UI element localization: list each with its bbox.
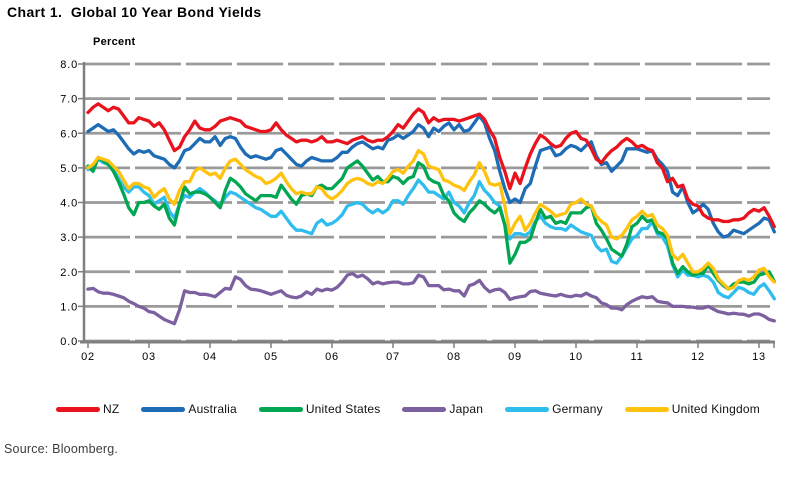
y-axis-unit-label: Percent bbox=[93, 36, 136, 48]
tick-label: 02 bbox=[81, 351, 95, 363]
tick-label: 06 bbox=[325, 351, 339, 363]
series-line-germany bbox=[86, 157, 776, 301]
legend-item-nz: NZ bbox=[56, 402, 119, 416]
tick-label: 0.0 bbox=[60, 336, 78, 348]
legend-swatch bbox=[141, 406, 186, 412]
tick-label: 1.0 bbox=[60, 301, 78, 313]
legend-label: Australia bbox=[188, 402, 237, 416]
tick-label: 6.0 bbox=[60, 128, 78, 140]
tick-label: 08 bbox=[447, 351, 461, 363]
legend-label: United Kingdom bbox=[671, 402, 760, 416]
legend-item-united-states: United States bbox=[258, 402, 381, 416]
tick-label: 3.0 bbox=[60, 232, 78, 244]
series-line-australia bbox=[86, 114, 776, 239]
tick-label: 13 bbox=[752, 351, 766, 363]
tick-label: 05 bbox=[264, 351, 278, 363]
legend-item-united-kingdom: United Kingdom bbox=[624, 402, 760, 416]
chart-legend: NZ Australia United States Japan Germany Unit… bbox=[56, 400, 760, 418]
legend-swatch bbox=[56, 406, 100, 412]
tick-label: 03 bbox=[142, 351, 156, 363]
legend-item-japan: Japan bbox=[402, 402, 483, 416]
tick-label: 7.0 bbox=[60, 94, 78, 106]
series-line-nz bbox=[86, 102, 776, 229]
source-note: Source: Bloomberg. bbox=[4, 442, 119, 456]
legend-label: Germany bbox=[552, 402, 603, 416]
legend-item-germany: Germany bbox=[505, 402, 603, 416]
tick-label: 09 bbox=[508, 351, 522, 363]
legend-swatch bbox=[505, 406, 550, 412]
tick-label: 4.0 bbox=[60, 198, 78, 210]
tick-label: 12 bbox=[691, 351, 705, 363]
tick-label: 07 bbox=[386, 351, 400, 363]
legend-swatch bbox=[624, 406, 669, 412]
series-line-united-kingdom bbox=[86, 148, 776, 291]
series-line-japan bbox=[86, 271, 776, 326]
legend-label: Japan bbox=[449, 402, 484, 416]
legend-label: NZ bbox=[103, 402, 120, 416]
tick-label: 04 bbox=[203, 351, 217, 363]
legend-swatch bbox=[402, 406, 447, 412]
tick-label: 10 bbox=[569, 351, 583, 363]
tick-label: 2.0 bbox=[60, 267, 78, 279]
tick-label: 11 bbox=[630, 351, 643, 363]
legend-label: United States bbox=[305, 402, 381, 416]
legend-swatch bbox=[258, 406, 303, 412]
tick-label: 8.0 bbox=[60, 59, 78, 71]
legend-item-australia: Australia bbox=[141, 402, 237, 416]
chart-title: Chart 1. Global 10 Year Bond Yields bbox=[7, 4, 262, 20]
tick-label: 5.0 bbox=[60, 163, 78, 175]
series-line-united-states bbox=[86, 155, 776, 291]
